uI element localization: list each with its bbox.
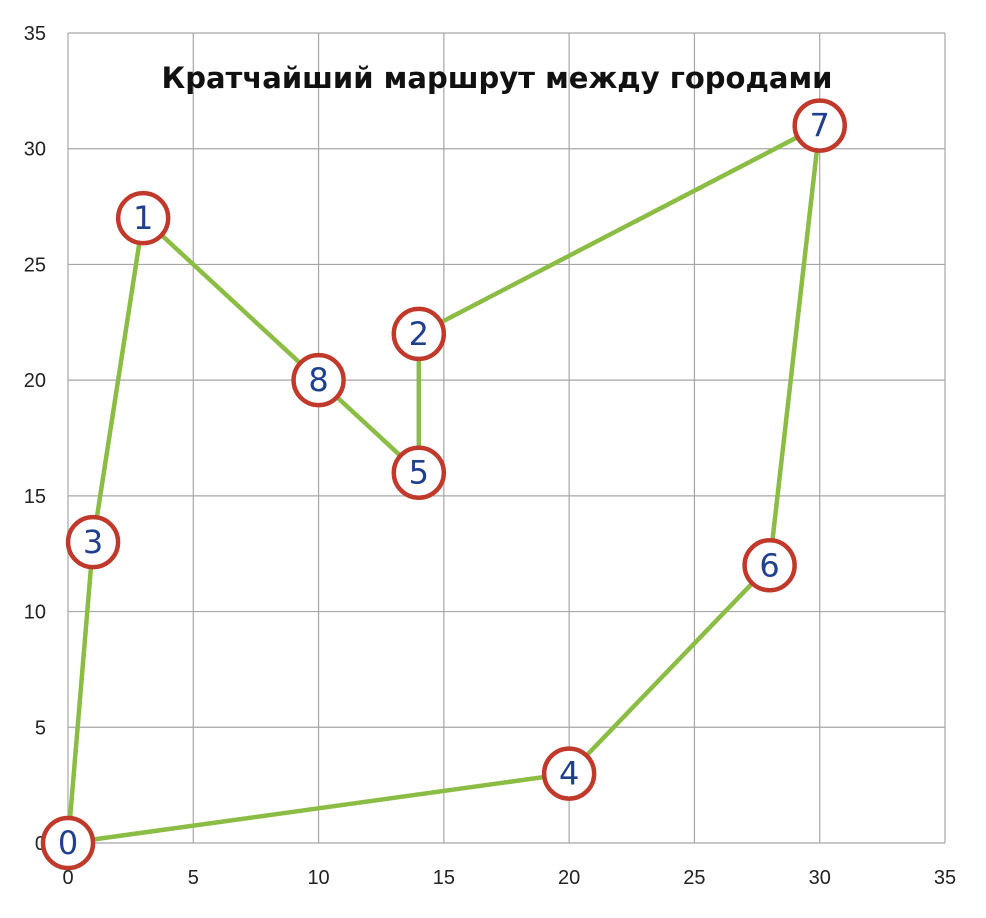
route-segment-0-3 (65, 539, 96, 846)
city-marker (742, 538, 797, 593)
x-tick-label: 10 (307, 867, 329, 889)
grid-lines (67, 32, 946, 844)
y-tick-label: 0 (35, 833, 46, 855)
route-segment-6-4 (566, 563, 772, 776)
y-tick-label: 25 (24, 254, 46, 276)
city-node-1: 1 (115, 190, 171, 246)
city-marker (291, 352, 346, 408)
city-label: 1 (133, 199, 153, 237)
route-segment-3-1 (90, 215, 146, 545)
x-tick-label: 20 (558, 867, 580, 889)
y-tick-label: 5 (35, 717, 46, 739)
city-marker (391, 306, 447, 362)
x-tick-label: 25 (683, 867, 705, 889)
city-node-6: 6 (742, 538, 797, 593)
route-segment-2-7 (416, 123, 822, 337)
y-tick-label: 35 (24, 23, 46, 45)
y-tick-label: 30 (24, 139, 46, 161)
route-segment-4-0 (65, 771, 572, 846)
x-tick-label: 15 (433, 867, 455, 889)
route-segment-7-6 (767, 123, 822, 568)
city-label: 5 (409, 454, 429, 492)
x-tick-label: 35 (934, 867, 956, 889)
y-tick-label: 15 (24, 486, 46, 508)
city-marker (541, 746, 597, 801)
city-label: 0 (58, 824, 78, 862)
city-marker (391, 445, 447, 500)
x-tick-label: 30 (809, 867, 831, 889)
city-marker (792, 98, 847, 153)
city-node-5: 5 (391, 445, 447, 500)
city-label: 2 (409, 315, 429, 353)
city-node-2: 2 (391, 306, 447, 362)
x-tick-label: 0 (62, 867, 73, 889)
city-label: 4 (559, 755, 579, 793)
city-label: 3 (83, 523, 103, 561)
x-tick-label: 5 (188, 867, 199, 889)
city-label: 7 (810, 107, 830, 145)
chart-title: Кратчайший маршрут между городами (162, 61, 833, 95)
city-marker (115, 190, 171, 246)
city-node-3: 3 (65, 514, 121, 570)
city-node-0: 0 (40, 815, 96, 871)
city-marker (40, 815, 96, 871)
city-node-8: 8 (291, 352, 346, 408)
y-tick-label: 10 (24, 602, 46, 624)
route-path (65, 123, 822, 846)
city-nodes: 0 1 2 3 4 5 6 7 8 (40, 98, 847, 871)
city-node-4: 4 (541, 746, 597, 801)
city-label: 8 (308, 361, 328, 399)
city-marker (65, 514, 121, 570)
route-segment-1-8 (140, 215, 321, 383)
y-tick-label: 20 (24, 370, 46, 392)
city-node-7: 7 (792, 98, 847, 153)
city-label: 6 (759, 546, 779, 584)
